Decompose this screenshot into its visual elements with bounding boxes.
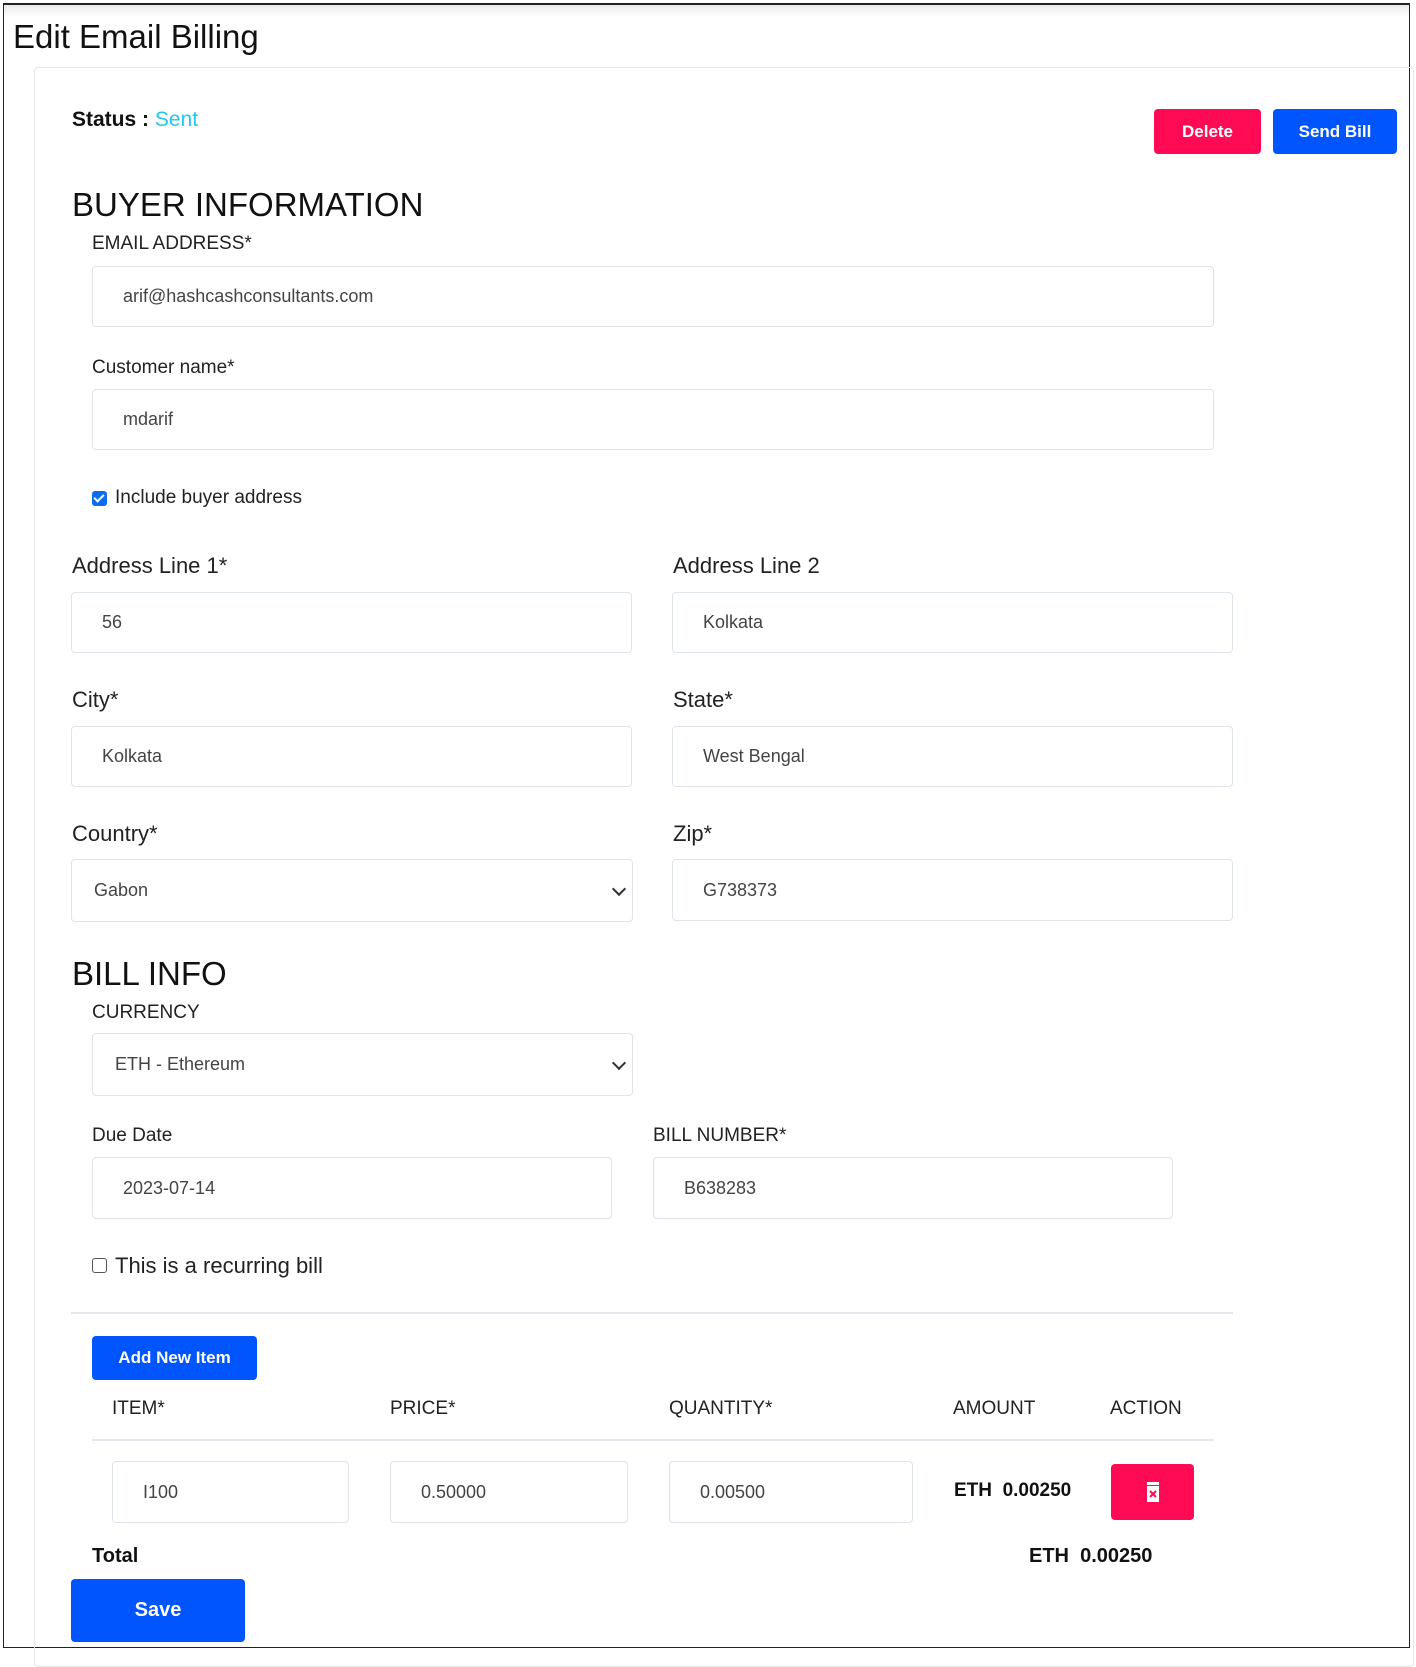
bill-info-heading: BILL INFO bbox=[72, 955, 227, 992]
chevron-down-icon bbox=[611, 1055, 627, 1070]
currency-value: ETH - Ethereum bbox=[115, 1054, 246, 1074]
header-item: ITEM* bbox=[112, 1398, 165, 1419]
amount-currency: ETH bbox=[954, 1480, 992, 1501]
recurring-label: This is a recurring bill bbox=[115, 1253, 323, 1278]
row-amount: ETH 0.00250 bbox=[954, 1480, 1071, 1502]
item-field[interactable]: I100 bbox=[112, 1461, 349, 1523]
include-address-checkbox[interactable] bbox=[92, 491, 107, 506]
divider bbox=[71, 1312, 1233, 1314]
country-label: Country* bbox=[72, 821, 158, 846]
trash-icon bbox=[1146, 1482, 1159, 1502]
address2-field[interactable]: Kolkata bbox=[672, 592, 1233, 653]
status-badge: Sent bbox=[154, 108, 199, 131]
header-price: PRICE* bbox=[390, 1398, 456, 1419]
country-select[interactable]: Gabon bbox=[71, 859, 633, 922]
table-divider bbox=[92, 1439, 1214, 1441]
status: Status : Sent bbox=[72, 108, 198, 132]
customer-name-field[interactable]: mdarif bbox=[92, 389, 1214, 450]
zip-field[interactable]: G738373 bbox=[672, 859, 1233, 921]
total-label: Total bbox=[92, 1545, 139, 1567]
state-field[interactable]: West Bengal bbox=[672, 726, 1233, 787]
send-bill-button[interactable]: Send Bill bbox=[1273, 109, 1397, 154]
state-label: State* bbox=[673, 687, 733, 712]
address2-label: Address Line 2 bbox=[673, 553, 820, 578]
header-amount: AMOUNT bbox=[953, 1398, 1036, 1419]
chevron-down-icon bbox=[611, 881, 627, 896]
city-label: City* bbox=[72, 687, 119, 712]
total-value: 0.00250 bbox=[1080, 1545, 1153, 1567]
amount-value: 0.00250 bbox=[1002, 1480, 1072, 1501]
currency-select[interactable]: ETH - Ethereum bbox=[92, 1033, 633, 1096]
address1-label: Address Line 1* bbox=[72, 553, 228, 578]
recurring-checkbox[interactable] bbox=[92, 1258, 107, 1273]
currency-label: CURRENCY bbox=[92, 1002, 200, 1023]
address1-field[interactable]: 56 bbox=[71, 592, 632, 653]
due-date-label: Due Date bbox=[92, 1125, 173, 1146]
save-button[interactable]: Save bbox=[71, 1579, 245, 1642]
total-currency: ETH bbox=[1029, 1545, 1069, 1567]
zip-label: Zip* bbox=[673, 821, 713, 846]
header-action: ACTION bbox=[1110, 1398, 1182, 1419]
window-frame bbox=[3, 3, 1410, 1648]
due-date-field[interactable]: 2023-07-14 bbox=[92, 1157, 612, 1219]
quantity-field[interactable]: 0.00500 bbox=[669, 1461, 913, 1523]
add-new-item-button[interactable]: Add New Item bbox=[92, 1336, 257, 1380]
buyer-heading: BUYER INFORMATION bbox=[72, 186, 424, 223]
header-quantity: QUANTITY* bbox=[669, 1398, 773, 1419]
page-title: Edit Email Billing bbox=[13, 18, 259, 55]
include-address-label: Include buyer address bbox=[115, 487, 302, 508]
country-value: Gabon bbox=[94, 880, 149, 900]
delete-button[interactable]: Delete bbox=[1154, 109, 1261, 154]
bill-number-label: BILL NUMBER* bbox=[653, 1125, 787, 1146]
bill-number-field[interactable]: B638283 bbox=[653, 1157, 1173, 1219]
email-label: EMAIL ADDRESS* bbox=[92, 233, 252, 254]
city-field[interactable]: Kolkata bbox=[71, 726, 632, 787]
status-label: Status : bbox=[72, 108, 150, 131]
email-field[interactable]: arif@hashcashconsultants.com bbox=[92, 266, 1214, 327]
total-amount: ETH 0.00250 bbox=[1029, 1545, 1152, 1568]
price-field[interactable]: 0.50000 bbox=[390, 1461, 628, 1523]
customer-name-label: Customer name* bbox=[92, 357, 235, 378]
top-shadow bbox=[4, 5, 1410, 17]
delete-item-button[interactable] bbox=[1111, 1464, 1194, 1520]
